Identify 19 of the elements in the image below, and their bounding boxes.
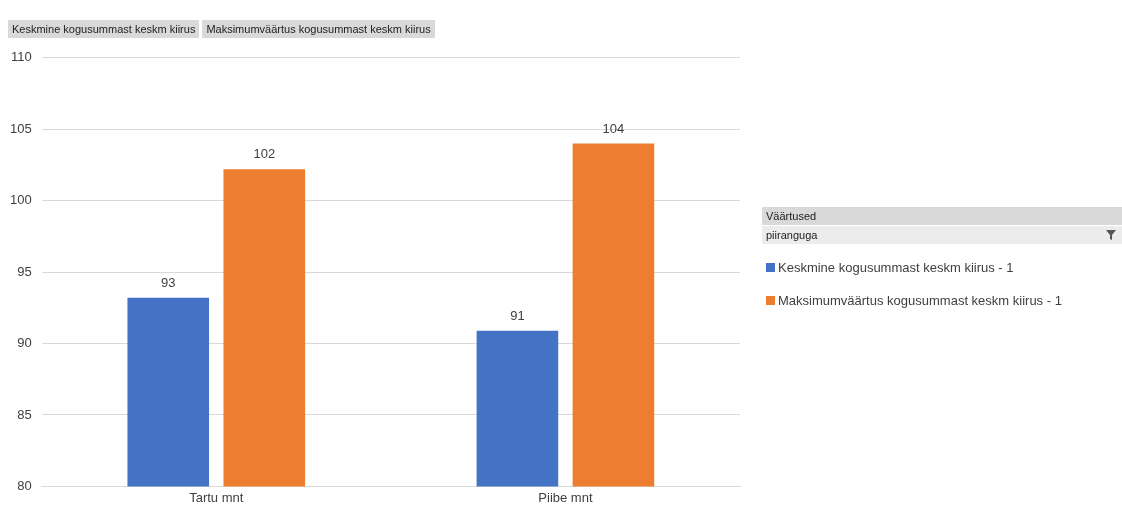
text: piiranguga <box>766 229 818 241</box>
data-label: 102 <box>253 146 276 162</box>
legend-label: Maksimumväärtus kogusummast keskm kiirus - 1 <box>778 292 1062 310</box>
legend-label: Keskmine kogusummast keskm kiirus - 1 <box>778 259 1014 277</box>
x-tick-label: Tartu mnt <box>189 489 244 505</box>
x-tick-label: Piibe mnt <box>538 489 593 505</box>
y-tick-label: 100 <box>9 192 32 208</box>
y-tick-label: 110 <box>10 49 32 65</box>
y-tick-label: 80 <box>17 477 32 493</box>
data-label: 93 <box>161 274 176 290</box>
y-tick-label: 90 <box>17 335 32 351</box>
data-label: 91 <box>510 307 525 323</box>
y-tick-label: 85 <box>17 406 32 422</box>
y-tick-label: 105 <box>9 120 32 136</box>
y-tick-label: 95 <box>17 263 32 279</box>
data-label: 104 <box>602 120 625 136</box>
text: Maksimumväärtus kogusummast keskm kiirus <box>202 20 435 38</box>
legend-title: Väärtused <box>762 207 1122 225</box>
text: Keskmine kogusummast keskm kiirus <box>8 20 200 38</box>
